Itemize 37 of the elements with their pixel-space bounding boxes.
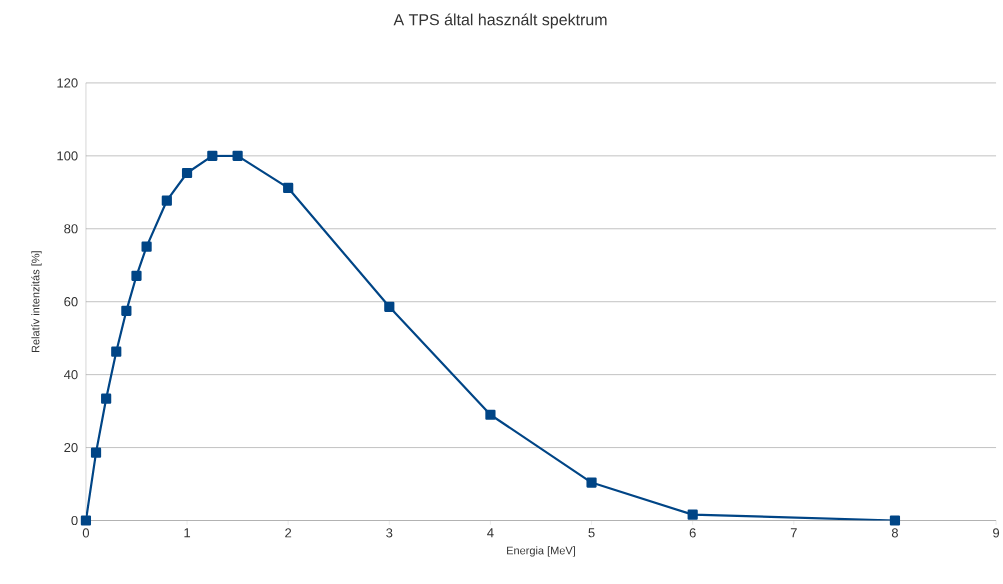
point <box>232 150 243 161</box>
point <box>586 477 597 488</box>
y-tick-label: 60 <box>64 296 78 307</box>
point <box>101 393 112 404</box>
y-tick-label: 120 <box>57 78 78 88</box>
x-tick-label: 9 <box>993 528 1000 538</box>
y-tick-label: 100 <box>57 151 78 161</box>
point <box>687 509 698 520</box>
point <box>141 241 152 252</box>
point <box>161 195 172 206</box>
y-axis-title: Relatív intenzitás [%] <box>31 250 42 352</box>
x-tick-label: 8 <box>891 528 898 538</box>
x-tick-label: 6 <box>689 528 696 538</box>
point <box>111 346 122 357</box>
point <box>283 182 294 193</box>
x-tick-label: 5 <box>588 528 595 538</box>
point <box>80 515 92 526</box>
x-tick-label: 0 <box>82 528 90 538</box>
point <box>384 301 395 312</box>
point <box>485 409 496 420</box>
point <box>207 150 218 161</box>
point <box>90 447 102 458</box>
x-tick-label: 4 <box>487 528 494 538</box>
point <box>889 515 901 526</box>
y-tick-label: 80 <box>64 223 78 234</box>
y-tick-label: 40 <box>63 369 78 380</box>
x-tick-label: 1 <box>184 528 191 538</box>
point <box>121 305 132 316</box>
x-tick-label: 2 <box>285 528 292 538</box>
x-tick-label: 3 <box>386 528 393 538</box>
y-tick-label: 0 <box>71 515 78 525</box>
point <box>131 270 142 281</box>
chart-title: A TPS által használt spektrum <box>393 13 607 29</box>
x-axis-title: Energia [MeV] <box>507 546 576 557</box>
point <box>181 167 193 178</box>
y-tick-label: 20 <box>64 442 78 452</box>
x-tick-label: 7 <box>790 528 797 538</box>
